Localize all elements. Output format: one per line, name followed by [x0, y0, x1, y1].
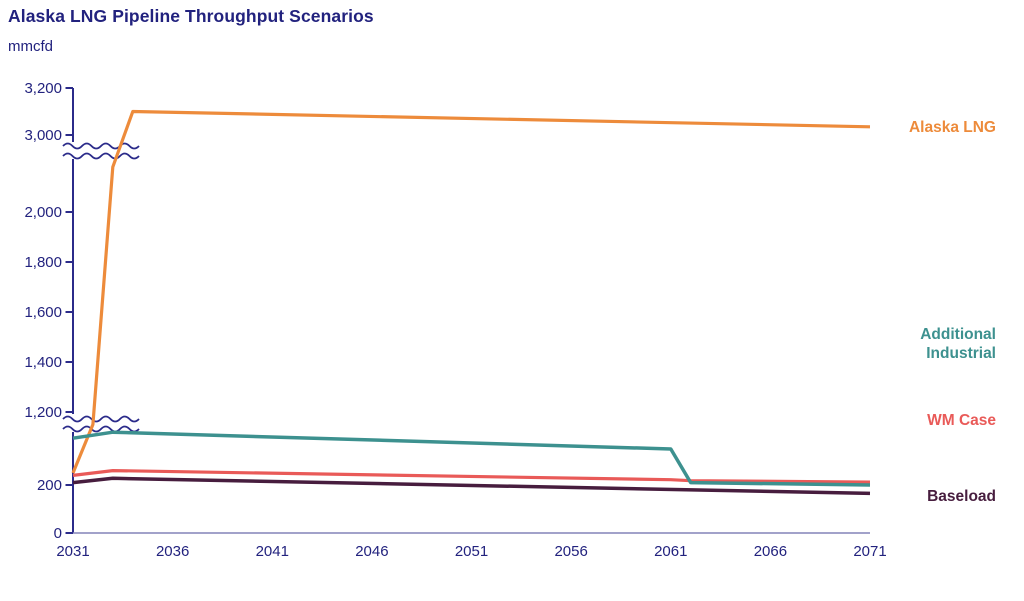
axis-break-squiggle: [62, 415, 140, 423]
x-tick-label: 2056: [554, 543, 588, 560]
axis-break-squiggle: [62, 425, 140, 433]
chart-title: Alaska LNG Pipeline Throughput Scenarios: [8, 6, 374, 26]
y-tick-label: 1,800: [24, 253, 62, 271]
series-line-additional-industrial: [72, 430, 871, 487]
series-line-alaska-lng: [71, 109, 871, 474]
y-tick-label: 1,200: [24, 403, 62, 421]
y-tick-label: 0: [53, 524, 62, 542]
legend-label-wm-case: WM Case: [927, 412, 996, 429]
x-tick-label: 2066: [753, 543, 788, 560]
series-line-wm-case: [72, 469, 871, 484]
y-tick-label: 3,200: [24, 79, 62, 97]
x-tick-label: 2061: [654, 543, 688, 560]
x-tick-label: 2046: [355, 543, 389, 560]
y-tick-label: 3,000: [24, 126, 62, 144]
x-tick-label: 2031: [56, 543, 90, 560]
axis-break-squiggle: [62, 152, 140, 160]
legend-label-alaska-lng: Alaska LNG: [908, 119, 996, 136]
y-axis-unit-label: mmcfd: [8, 38, 53, 55]
axis-break-squiggle: [62, 142, 140, 150]
x-tick-label: 2051: [454, 543, 489, 560]
legend-label-baseload: Baseload: [927, 488, 996, 505]
y-tick-label: 1,400: [24, 353, 62, 371]
y-tick-label: 1,600: [24, 303, 62, 321]
x-tick-label: 2041: [255, 543, 289, 560]
y-tick-label: 2,000: [24, 203, 62, 221]
legend-label-additional-industrial: Additional Industrial: [920, 326, 996, 362]
y-tick-label: 200: [36, 476, 62, 494]
x-tick-label: 2071: [853, 543, 887, 560]
series-line-baseload: [72, 476, 871, 496]
x-tick-label: 2036: [155, 543, 190, 560]
